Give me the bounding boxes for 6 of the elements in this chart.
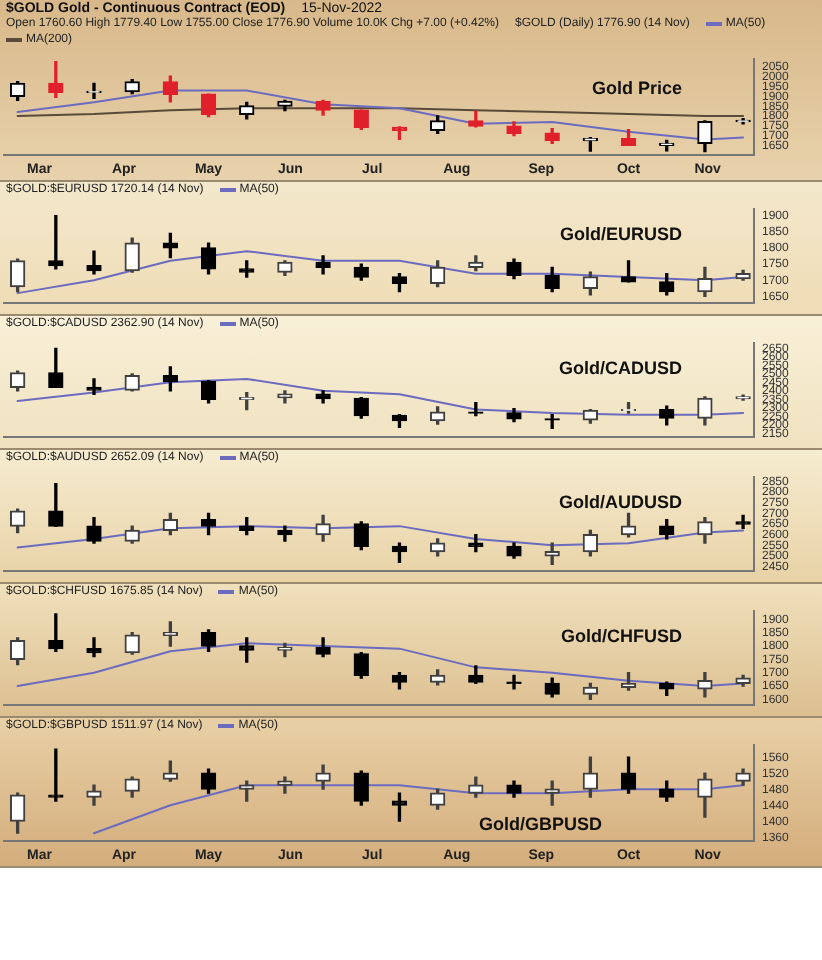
annotation: Gold/GBPUSD (478, 814, 602, 834)
annotation: Gold/AUDUSD (559, 492, 682, 512)
annotation: Gold Price (591, 78, 682, 98)
annotation: Gold/CHFUSD (561, 626, 682, 646)
annotation: Gold/CADUSD (559, 358, 682, 378)
annotation: Gold/EURUSD (559, 224, 682, 244)
